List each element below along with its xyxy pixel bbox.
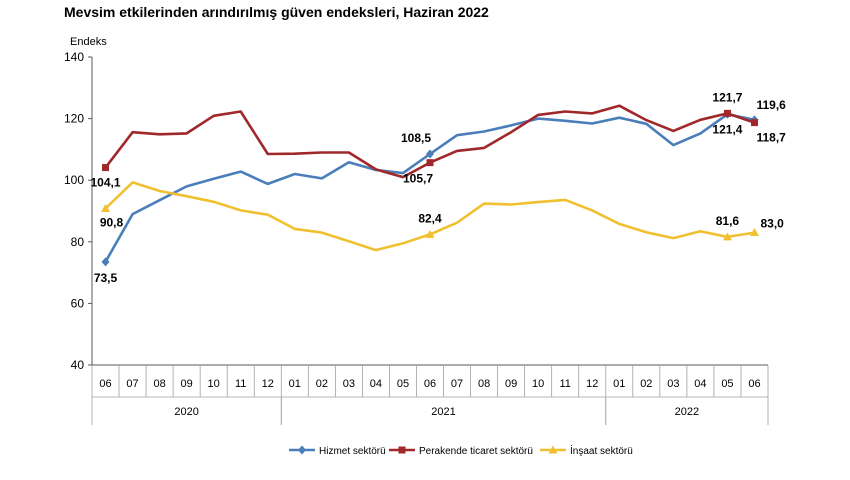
- x-tick-label: 02: [316, 378, 328, 390]
- x-tick-label: 11: [559, 378, 570, 390]
- data-label: 81,6: [716, 214, 740, 228]
- data-point-marker: [101, 204, 111, 213]
- data-label: 105,7: [403, 172, 433, 186]
- legend-label: Hizmet sektörü: [319, 446, 386, 457]
- legend-marker: [548, 445, 558, 454]
- year-label: 2021: [431, 406, 455, 418]
- data-point-marker: [749, 228, 759, 237]
- x-tick-label: 09: [181, 378, 193, 390]
- x-tick-label: 06: [424, 378, 436, 390]
- x-tick-label: 12: [262, 378, 274, 390]
- x-tick-label: 03: [343, 378, 355, 390]
- data-label: 118,7: [756, 131, 786, 145]
- x-tick-label: 11: [235, 378, 246, 390]
- x-tick-label: 04: [370, 378, 382, 390]
- data-label: 90,8: [100, 216, 124, 230]
- y-tick-label: 60: [71, 296, 85, 310]
- x-tick-label: 09: [505, 378, 517, 390]
- data-label: 83,0: [760, 217, 784, 231]
- y-tick-label: 100: [64, 173, 84, 187]
- data-point-marker: [723, 109, 731, 117]
- data-point-marker: [426, 159, 434, 167]
- x-tick-label: 01: [613, 378, 625, 390]
- x-tick-label: 06: [748, 378, 760, 390]
- data-label: 73,5: [94, 271, 118, 285]
- y-tick-label: 140: [64, 50, 84, 64]
- y-tick-label: 120: [64, 112, 84, 126]
- data-label: 104,1: [91, 176, 121, 190]
- x-tick-label: 12: [586, 378, 598, 390]
- x-tick-label: 07: [126, 378, 138, 390]
- x-tick-label: 10: [532, 378, 544, 390]
- data-point-marker: [426, 149, 434, 159]
- data-label: 108,5: [401, 131, 431, 145]
- x-tick-label: 06: [99, 378, 111, 390]
- legend-label: İnşaat sektörü: [570, 444, 633, 457]
- x-tick-label: 10: [208, 378, 220, 390]
- x-tick-label: 05: [397, 378, 409, 390]
- x-tick-label: 05: [721, 378, 733, 390]
- data-label: 82,4: [418, 211, 442, 225]
- data-point-marker: [101, 257, 110, 267]
- year-label: 2020: [174, 406, 198, 418]
- x-tick-label: 07: [451, 378, 463, 390]
- y-tick-label: 40: [71, 358, 85, 372]
- data-point-marker: [750, 119, 758, 127]
- y-axis-label: Endeks: [70, 36, 107, 48]
- data-point-marker: [425, 229, 435, 238]
- x-tick-label: 08: [153, 378, 165, 390]
- year-label: 2022: [675, 406, 699, 418]
- legend-marker: [398, 446, 406, 454]
- x-tick-label: 08: [478, 378, 490, 390]
- x-tick-label: 02: [640, 378, 652, 390]
- data-label: 119,6: [756, 98, 786, 112]
- y-tick-label: 80: [71, 235, 85, 249]
- data-point-marker: [722, 232, 732, 241]
- data-label: 121,4: [712, 122, 742, 136]
- data-label: 121,7: [712, 90, 742, 104]
- data-point-marker: [102, 164, 110, 172]
- legend-label: Perakende ticaret sektörü: [419, 446, 533, 457]
- legend-marker: [298, 445, 306, 455]
- x-tick-label: 01: [289, 378, 301, 390]
- x-tick-label: 04: [694, 378, 706, 390]
- x-tick-label: 03: [667, 378, 679, 390]
- chart-title: Mevsim etkilerinden arındırılmış güven e…: [64, 4, 489, 20]
